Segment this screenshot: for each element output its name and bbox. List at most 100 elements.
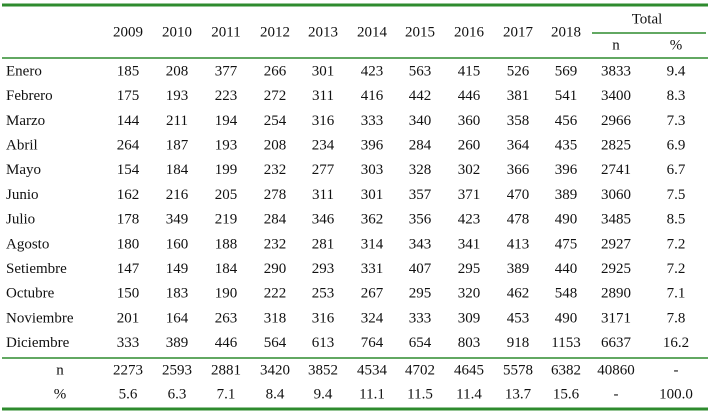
- cell: 316: [312, 310, 335, 326]
- cell: 193: [215, 138, 238, 154]
- cell: 564: [264, 335, 287, 351]
- cell: 2925: [601, 261, 631, 277]
- cell: 331: [361, 261, 384, 277]
- year-header: 2009: [113, 24, 143, 40]
- cell: 281: [312, 236, 335, 252]
- cell: 301: [312, 63, 335, 79]
- cell: 267: [361, 286, 384, 302]
- row-label: Setiembre: [6, 261, 67, 277]
- cell: 3420: [260, 362, 290, 378]
- cell: 2593: [162, 362, 192, 378]
- cell: 222: [264, 286, 287, 302]
- total-header: Total: [632, 11, 663, 27]
- cell: 446: [458, 88, 481, 104]
- cell: 324: [361, 310, 384, 326]
- cell: 160: [166, 236, 189, 252]
- cell: 346: [312, 212, 335, 228]
- footer-label: %: [54, 386, 67, 402]
- cell: 6637: [601, 335, 632, 351]
- cell: 803: [458, 335, 481, 351]
- cell: 260: [458, 138, 481, 154]
- cell: 187: [166, 138, 189, 154]
- cell: 918: [507, 335, 530, 351]
- cell: 302: [458, 162, 481, 178]
- cell: 343: [409, 236, 432, 252]
- cell: 211: [166, 113, 188, 129]
- cell: 318: [264, 310, 287, 326]
- cell: 328: [409, 162, 432, 178]
- cell: 293: [312, 261, 335, 277]
- cell: 15.6: [553, 386, 580, 402]
- total-sub-header: n: [612, 37, 620, 53]
- cell: 389: [555, 187, 578, 203]
- cell: 154: [117, 162, 140, 178]
- cell: 2890: [601, 286, 631, 302]
- cell: 290: [264, 261, 287, 277]
- cell: 440: [555, 261, 578, 277]
- cell: 358: [507, 113, 530, 129]
- cell: 316: [312, 113, 335, 129]
- cell: 208: [166, 63, 189, 79]
- cell: 185: [117, 63, 140, 79]
- cell: 183: [166, 286, 189, 302]
- cell: 490: [555, 310, 578, 326]
- cell: 190: [215, 286, 238, 302]
- cell: 303: [361, 162, 384, 178]
- cell: 311: [312, 187, 334, 203]
- cell: 284: [264, 212, 287, 228]
- cell: 7.2: [667, 236, 686, 252]
- row-label: Julio: [6, 212, 35, 228]
- cell: 295: [458, 261, 481, 277]
- cell: 371: [458, 187, 481, 203]
- cell: 435: [555, 138, 578, 154]
- cell: 284: [409, 138, 432, 154]
- cell: 263: [215, 310, 238, 326]
- cell: 526: [507, 63, 530, 79]
- cell: 2825: [601, 138, 631, 154]
- cell: 13.7: [505, 386, 532, 402]
- footer-label: n: [56, 362, 64, 378]
- cell: 415: [458, 63, 481, 79]
- year-header: 2013: [308, 24, 338, 40]
- cell: 377: [215, 63, 238, 79]
- cell: 266: [264, 63, 287, 79]
- cell: 654: [409, 335, 432, 351]
- cell: 6.7: [667, 162, 686, 178]
- row-label: Febrero: [6, 88, 53, 104]
- cell: 8.5: [667, 212, 686, 228]
- cell: 3171: [601, 310, 631, 326]
- year-header: 2014: [357, 24, 388, 40]
- cell: 490: [555, 212, 578, 228]
- cell: 311: [312, 88, 334, 104]
- cell: 199: [215, 162, 238, 178]
- year-header: 2015: [405, 24, 435, 40]
- cell: 456: [555, 113, 578, 129]
- cell: 40860: [597, 362, 635, 378]
- cell: 194: [215, 113, 238, 129]
- cell: 216: [166, 187, 189, 203]
- cell: 8.3: [667, 88, 686, 104]
- cell: 563: [409, 63, 432, 79]
- cell: 362: [361, 212, 384, 228]
- cell: 764: [361, 335, 384, 351]
- cell: 7.1: [667, 286, 686, 302]
- cell: 4645: [454, 362, 484, 378]
- cell: 7.5: [667, 187, 686, 203]
- cell: 396: [555, 162, 578, 178]
- cell: 357: [409, 187, 432, 203]
- cell: 416: [361, 88, 384, 104]
- cell: 3400: [601, 88, 631, 104]
- cell: 16.2: [663, 335, 689, 351]
- year-header: 2016: [454, 24, 485, 40]
- cell: 234: [312, 138, 335, 154]
- cell: 548: [555, 286, 578, 302]
- cell: -: [674, 362, 679, 378]
- cell: 341: [458, 236, 481, 252]
- cell: 8.4: [266, 386, 285, 402]
- cell: 254: [264, 113, 287, 129]
- cell: 366: [507, 162, 530, 178]
- cell: 164: [166, 310, 189, 326]
- cell: 193: [166, 88, 189, 104]
- cell: 2741: [601, 162, 631, 178]
- cell: 7.8: [667, 310, 686, 326]
